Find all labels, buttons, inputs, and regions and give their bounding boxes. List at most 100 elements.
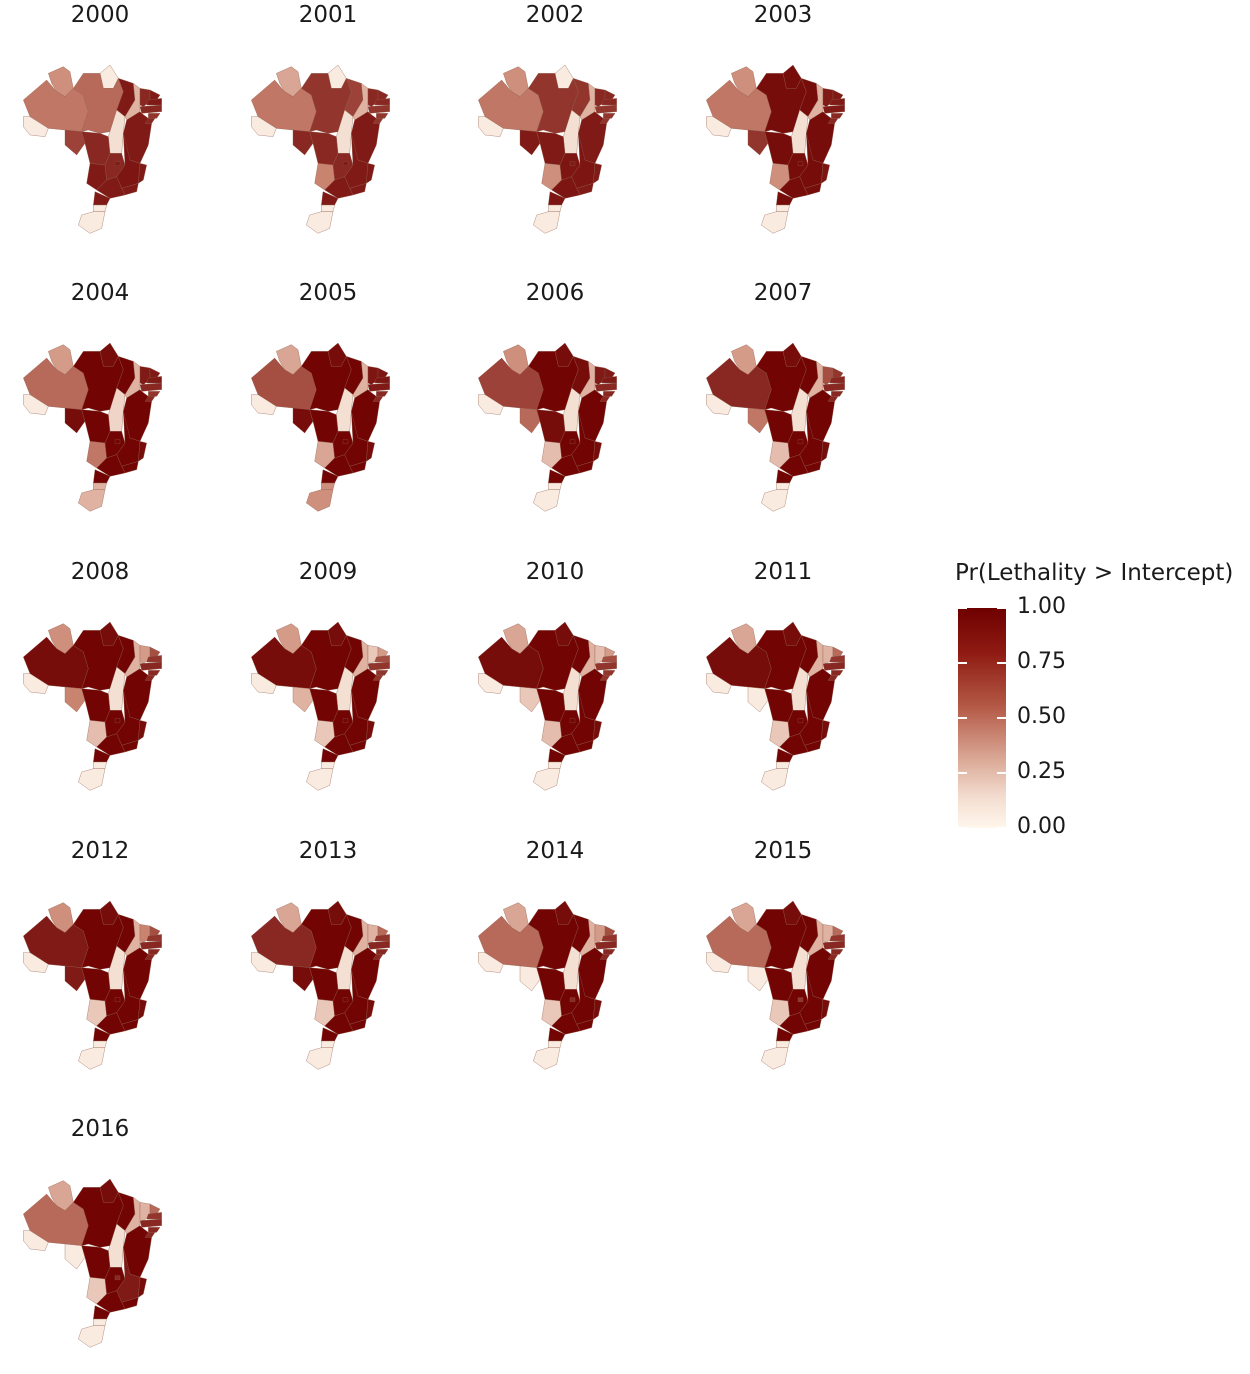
state-ac (251, 116, 277, 137)
state-pe (139, 1218, 162, 1228)
brazil-map (251, 64, 390, 234)
legend-label: 0.25 (1017, 759, 1066, 784)
state-mt (536, 409, 566, 444)
state-al (376, 391, 389, 397)
state-ro (292, 965, 314, 992)
state-sc (321, 1040, 335, 1048)
state-al (603, 391, 616, 397)
state-al (148, 391, 161, 397)
panel-title: 2013 (298, 838, 358, 864)
map-panel-2005: 2005 (228, 278, 428, 538)
state-df (114, 439, 121, 445)
state-rn (604, 925, 616, 937)
state-rs (533, 211, 561, 234)
state-rs (78, 211, 106, 234)
state-mt (764, 967, 794, 1002)
legend-tick (958, 607, 967, 609)
state-es (593, 999, 602, 1020)
panel-title: 2014 (525, 838, 585, 864)
panel-title: 2009 (298, 559, 358, 585)
state-ac (706, 673, 732, 694)
map-panel-2016: 2016 (0, 1114, 200, 1374)
state-ro (64, 407, 86, 434)
state-es (821, 999, 830, 1020)
state-rn (604, 367, 616, 379)
map-panel-2002: 2002 (455, 0, 655, 260)
map-panel-grid: 2000 2001 2002 2003 2004 2005 2006 2007 2008 2009… (0, 0, 883, 1348)
state-ro (64, 1243, 86, 1270)
state-mt (309, 688, 339, 723)
state-al (831, 670, 844, 676)
panel-title: 2000 (70, 2, 130, 28)
state-sc (93, 482, 107, 490)
state-pe (594, 104, 617, 114)
state-al (148, 1227, 161, 1233)
brazil-map (251, 342, 390, 512)
state-sc (548, 1040, 562, 1048)
legend-tick (997, 827, 1006, 829)
map-panel-2012: 2012 (0, 836, 200, 1096)
state-es (366, 163, 375, 184)
state-ac (251, 673, 277, 694)
state-sc (548, 761, 562, 769)
state-ac (23, 394, 49, 415)
state-rn (832, 367, 844, 379)
state-mt (309, 409, 339, 444)
state-ro (519, 965, 541, 992)
panel-title: 2004 (70, 280, 130, 306)
state-pe (822, 104, 845, 114)
state-pe (822, 661, 845, 671)
state-pe (367, 104, 390, 114)
brazil-map (706, 342, 845, 512)
state-rs (306, 768, 334, 791)
state-es (366, 720, 375, 741)
map-panel-2001: 2001 (228, 0, 428, 260)
state-ro (747, 407, 769, 434)
state-df (342, 718, 349, 723)
state-mt (81, 409, 111, 444)
panel-title: 2007 (753, 280, 813, 306)
map-panel-2008: 2008 (0, 557, 200, 817)
state-ac (478, 116, 504, 137)
panel-title: 2006 (525, 280, 585, 306)
brazil-map (706, 621, 845, 791)
state-rs (761, 211, 789, 234)
state-ro (747, 965, 769, 992)
brazil-map (478, 64, 617, 234)
state-es (821, 163, 830, 184)
map-panel-2013: 2013 (228, 836, 428, 1096)
map-panel-2000: 2000 (0, 0, 200, 260)
state-sc (321, 482, 335, 490)
state-rn (149, 89, 161, 101)
state-rn (832, 646, 844, 658)
legend-tick (958, 717, 967, 719)
brazil-map (251, 900, 390, 1070)
state-mt (81, 131, 111, 166)
state-pe (139, 382, 162, 392)
state-ac (706, 116, 732, 137)
map-panel-2004: 2004 (0, 278, 200, 538)
state-df (569, 718, 576, 723)
state-mt (309, 131, 339, 166)
state-ac (478, 952, 504, 973)
state-es (138, 163, 147, 184)
state-ac (251, 394, 277, 415)
state-df (797, 997, 804, 1002)
state-sc (93, 1040, 107, 1048)
state-es (821, 441, 830, 462)
state-df (114, 161, 121, 166)
map-panel-2007: 2007 (683, 278, 883, 538)
state-ro (519, 407, 541, 434)
state-ro (519, 686, 541, 713)
panel-title: 2008 (70, 559, 130, 585)
state-pe (822, 940, 845, 950)
state-pe (822, 382, 845, 392)
state-sc (548, 482, 562, 490)
state-mt (81, 967, 111, 1002)
state-ro (292, 686, 314, 713)
state-rn (377, 367, 389, 379)
brazil-map (706, 64, 845, 234)
state-sc (776, 204, 790, 212)
state-es (366, 441, 375, 462)
state-al (376, 949, 389, 955)
